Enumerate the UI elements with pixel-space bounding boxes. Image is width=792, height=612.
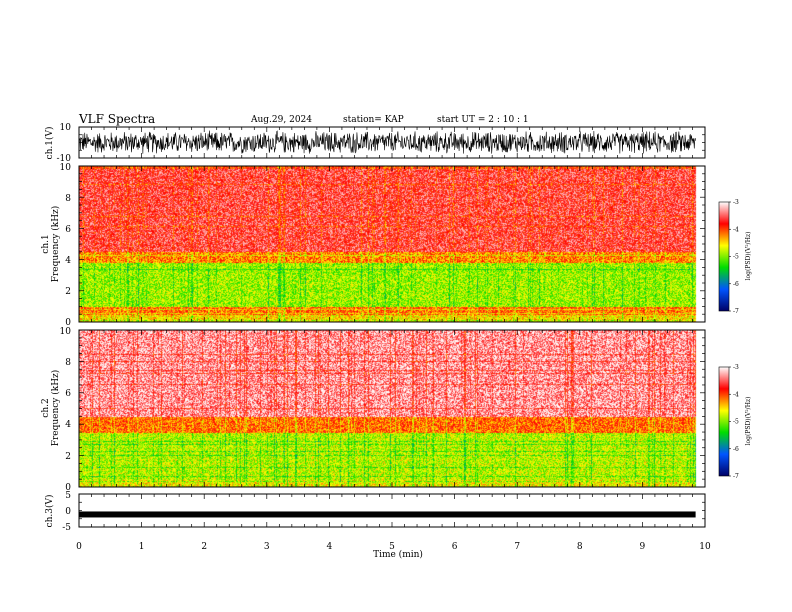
ch1-spec-ylabel-line1: ch.1	[41, 234, 51, 253]
ch2-spec-ytick-label: 0	[65, 483, 71, 493]
ch2-colorbar: -3 -4 -5 -6 -7 log(PSD)(V²/Hz)	[718, 364, 752, 480]
ch2-spec-ytick-label: 10	[60, 327, 72, 337]
colorbar-tick-label: -4	[733, 391, 739, 398]
ch3-ytick-label: 5	[65, 491, 71, 501]
colorbar-tick-label: -7	[733, 308, 739, 315]
ch3-ytick-label: 0	[65, 507, 71, 517]
ch2-colorbar-bar	[718, 366, 730, 477]
colorbar-tick-label: -3	[733, 364, 739, 371]
x-axis-label: Time (min)	[373, 549, 423, 560]
ch1-colorbar-bar	[718, 201, 730, 312]
x-tick-label: 9	[640, 542, 646, 552]
ch1-spec-ytick-label: 8	[65, 194, 71, 204]
colorbar-tick-label: -6	[733, 281, 739, 288]
x-tick-label: 2	[201, 542, 207, 552]
ch1-spec-ytick-label: 10	[60, 163, 72, 173]
ch3-ylabel: ch.3(V)	[44, 495, 55, 528]
ch1-spec-ytick-label: 0	[65, 318, 71, 328]
y-tick-labels: 10 -10 0 2 4 6 8 10 0 2 4 6 8 10 5 0 -5	[57, 123, 72, 533]
ch2-spec-ytick-label: 4	[65, 420, 71, 430]
x-tick-label: 5	[389, 542, 395, 552]
start-ut-label: start UT = 2 : 10 : 1	[437, 115, 529, 125]
ch1-spec-ytick-label: 4	[65, 256, 71, 266]
colorbar-tick-label: -3	[733, 199, 739, 206]
ch1-spectrogram-image	[79, 166, 705, 322]
ch2-colorbar-label: log(PSD)(V²/Hz)	[745, 397, 752, 446]
x-tick-label: 10	[699, 542, 711, 552]
ch2-spec-ytick-label: 2	[65, 452, 71, 462]
ch1-waveform-trace	[79, 130, 696, 154]
colorbar-tick-label: -6	[733, 446, 739, 453]
y-axis-labels: ch.1(V) ch.1 Frequency (kHz) ch.2 Freque…	[41, 127, 61, 528]
station-label: station= KAP	[343, 115, 404, 125]
ch2-spec-ytick-label: 8	[65, 358, 71, 368]
ch2-colorbar-ticks: -3 -4 -5 -6 -7	[729, 364, 739, 480]
date-label: Aug.29, 2024	[251, 115, 312, 125]
x-tick-label: 1	[139, 542, 145, 552]
x-tick-label: 4	[327, 542, 333, 552]
x-tick-label: 6	[452, 542, 458, 552]
x-tick-labels: 0 1 2 3 4 5 6 7 8 9 10	[76, 542, 711, 552]
colorbar-tick-label: -7	[733, 473, 739, 480]
x-tick-label: 0	[76, 542, 82, 552]
ch2-spec-ytick-label: 6	[65, 389, 71, 399]
x-tick-label: 8	[577, 542, 583, 552]
ch2-spec-ylabel-line2: Frequency (kHz)	[50, 370, 61, 447]
colorbar-tick-label: -5	[733, 254, 739, 261]
axis-ticks	[78, 126, 706, 528]
ch1-ytick-label: -10	[57, 154, 72, 164]
ch1-ytick-label: 10	[60, 123, 72, 133]
ch3-waveform-trace	[79, 511, 696, 518]
chart-title: VLF Spectra	[79, 112, 156, 126]
ch1-colorbar: -3 -4 -5 -6 -7 log(PSD)(V²/Hz)	[718, 199, 752, 315]
ch2-spec-ylabel-line1: ch.2	[41, 398, 51, 417]
ch3-ytick-label: -5	[62, 523, 71, 533]
x-tick-label: 7	[514, 542, 520, 552]
ch2-spectrogram-image	[79, 330, 705, 487]
ch1-colorbar-label: log(PSD)(V²/Hz)	[745, 232, 752, 281]
x-tick-label: 3	[264, 542, 270, 552]
colorbar-tick-label: -4	[733, 226, 739, 233]
ch1-colorbar-ticks: -3 -4 -5 -6 -7	[729, 199, 739, 315]
ch1-spec-ytick-label: 6	[65, 225, 71, 235]
ch1-spec-ylabel-line2: Frequency (kHz)	[50, 206, 61, 283]
ch1-ylabel: ch.1(V)	[44, 127, 55, 160]
ch1-spec-ytick-label: 2	[65, 287, 71, 297]
colorbar-tick-label: -5	[733, 419, 739, 426]
